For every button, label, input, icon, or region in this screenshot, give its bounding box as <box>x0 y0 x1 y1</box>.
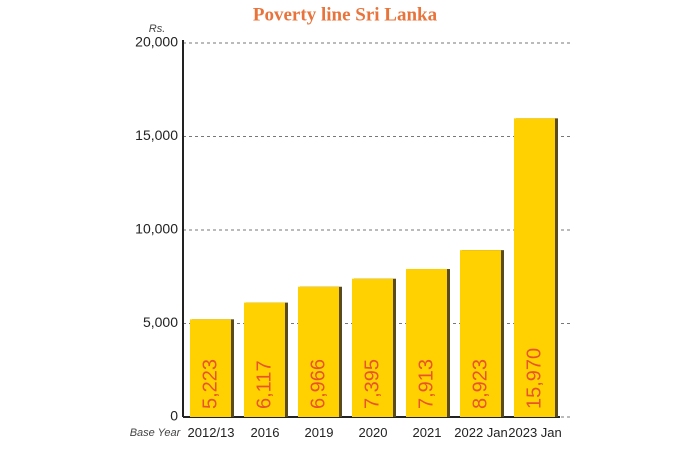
value-label: 15,970 <box>523 348 545 409</box>
value-label: 8,923 <box>469 359 491 409</box>
value-label: 6,117 <box>253 360 275 409</box>
bar <box>460 250 501 417</box>
y-tick-label: 10,000 <box>135 221 178 237</box>
x-tick-label: 2012/13 <box>187 425 235 440</box>
y-tick-label: 5,000 <box>143 314 178 330</box>
bar <box>352 278 393 417</box>
x-tick-label: 2023 Jan <box>508 425 562 440</box>
x-tick-label: 2022 Jan <box>454 425 508 440</box>
x-tick-label: 2021 <box>412 425 442 440</box>
bar <box>190 319 231 417</box>
y-tick-label: 0 <box>170 408 178 424</box>
bar <box>244 302 285 417</box>
bar <box>298 286 339 417</box>
bar <box>514 118 555 418</box>
chart-title: Poverty line Sri Lanka <box>253 4 438 25</box>
bar <box>406 269 447 417</box>
y-tick-label: 15,000 <box>135 127 178 143</box>
value-label: 5,223 <box>199 359 221 409</box>
value-label: 6,966 <box>307 359 329 409</box>
value-label: 7,395 <box>361 359 383 409</box>
x-tick-label: 2020 <box>358 425 388 440</box>
value-label: 7,913 <box>415 359 437 409</box>
x-tick-label: 2019 <box>304 425 334 440</box>
y-tick-label: 20,000 <box>135 34 178 50</box>
x-axis-label: Base Year <box>130 427 182 439</box>
x-tick-label: 2016 <box>250 425 280 440</box>
y-unit: Rs. <box>149 23 166 35</box>
